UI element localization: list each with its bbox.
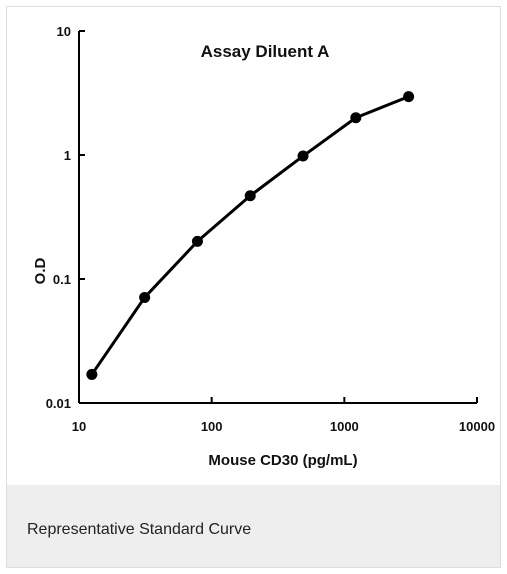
y-tick-label: 1 [64, 148, 71, 163]
chart-svg: Assay Diluent A Mouse CD30 (pg/mL) O.D 0… [32, 24, 495, 469]
data-point [297, 150, 309, 162]
data-point [350, 112, 362, 124]
y-tick-label: 0.01 [46, 396, 71, 411]
data-point [244, 190, 256, 202]
x-tick-label: 100 [201, 419, 223, 434]
y-tick-label: 10 [57, 24, 71, 39]
y-tick-label: 0.1 [53, 272, 71, 287]
x-tick-label: 10 [72, 419, 86, 434]
x-axis-label: Mouse CD30 (pg/mL) [208, 452, 357, 469]
chart-title: Assay Diluent A [201, 42, 330, 61]
x-tick-label: 1000 [330, 419, 359, 434]
series-line [90, 95, 411, 376]
data-point [86, 368, 98, 380]
x-tick-label: 10000 [459, 419, 495, 434]
data-point [191, 235, 203, 247]
data-point [139, 291, 151, 303]
figure-card: Assay Diluent A Mouse CD30 (pg/mL) O.D 0… [6, 6, 501, 568]
caption-bar: Representative Standard Curve [7, 485, 500, 567]
y-axis-label: O.D [32, 258, 49, 285]
figure-caption: Representative Standard Curve [27, 521, 252, 538]
chart-plot-area: Assay Diluent A Mouse CD30 (pg/mL) O.D 0… [7, 7, 502, 485]
data-point [403, 91, 415, 103]
